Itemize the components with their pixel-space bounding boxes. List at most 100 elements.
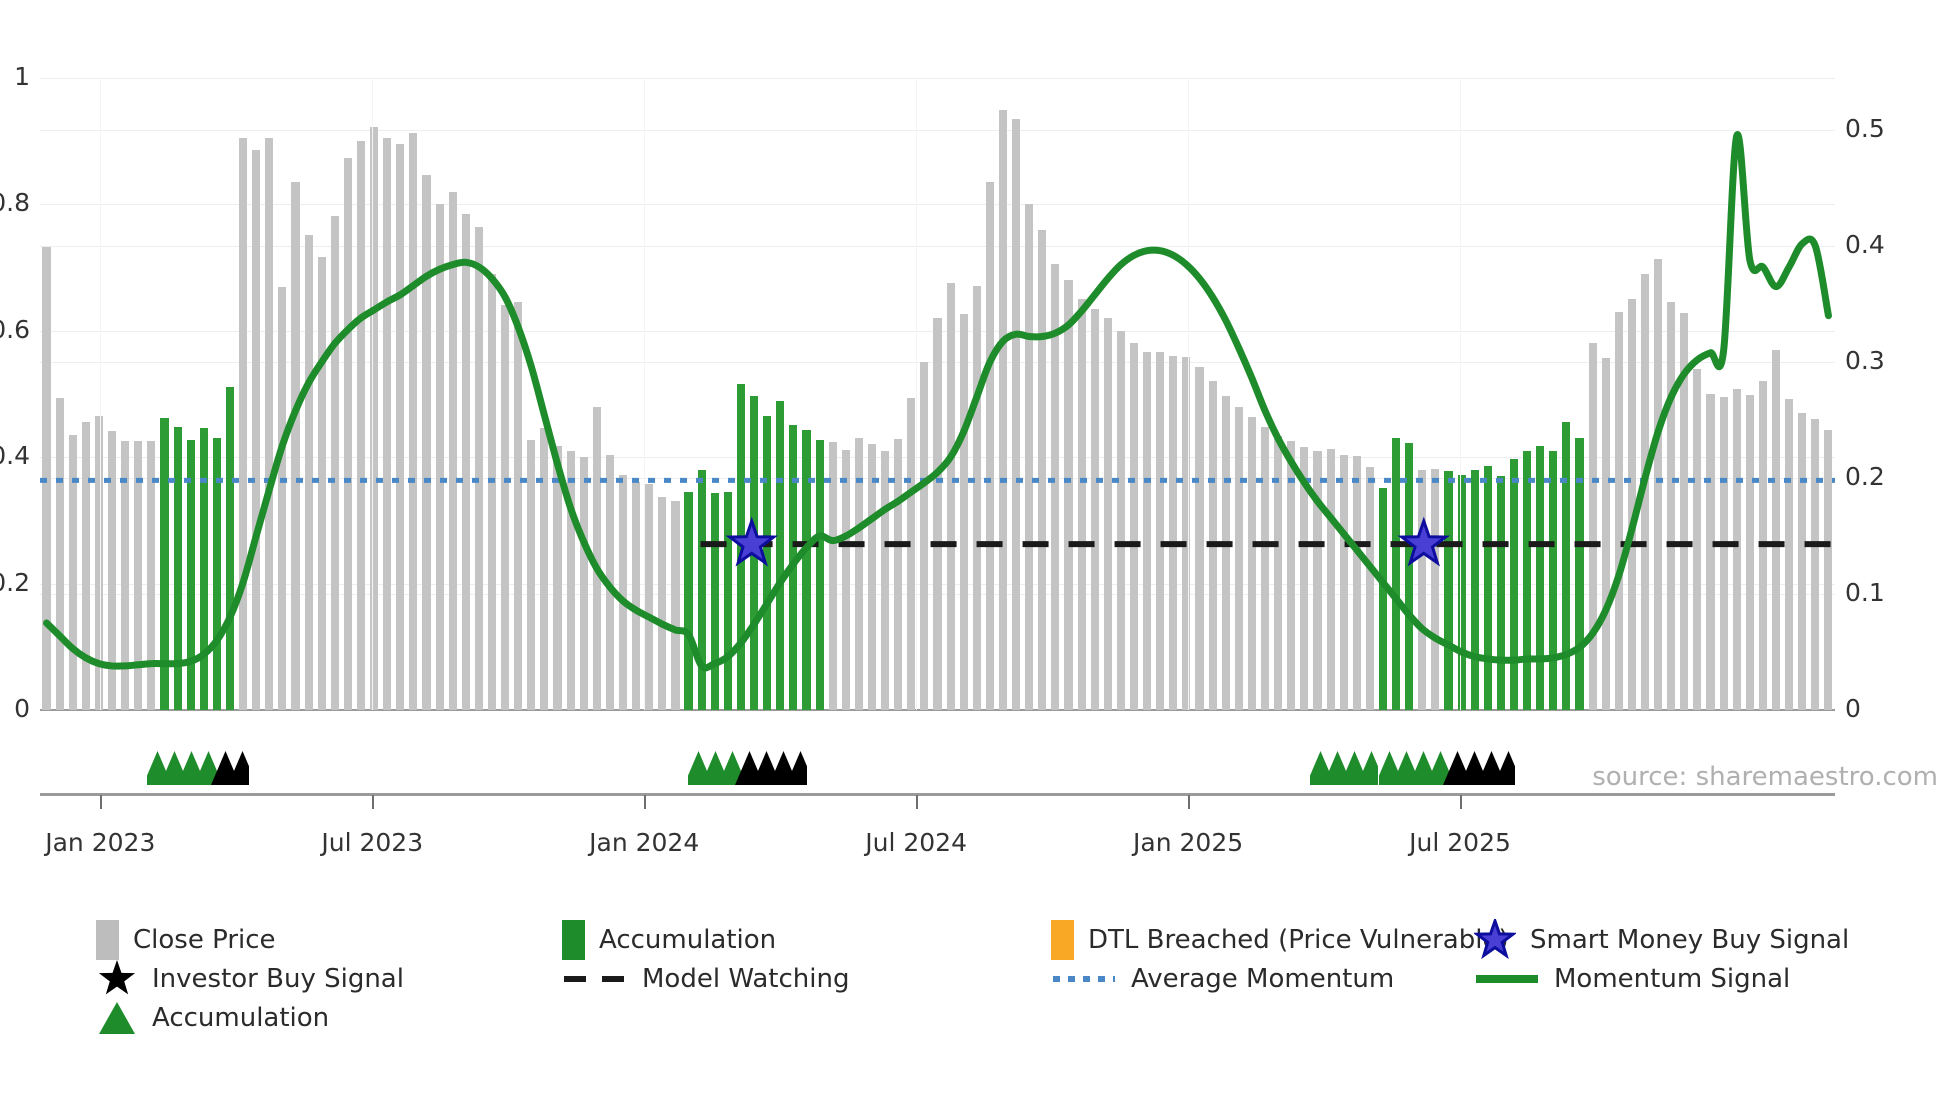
close-price-bar [330, 215, 339, 710]
legend-label: Momentum Signal [1554, 963, 1791, 994]
chart-legend: Close Price Accumulation DTL Breached (Pri… [96, 918, 1896, 1037]
close-price-bar [461, 213, 470, 710]
x-tick-mark [1188, 795, 1191, 809]
accumulation-bar [1562, 422, 1571, 710]
legend-item-accumulation-triangle[interactable]: Accumulation [96, 998, 329, 1037]
gridline-right-0.5 [40, 130, 1835, 132]
smart-money-buy-signal-star[interactable] [1397, 516, 1450, 567]
close-price-bar [435, 204, 444, 710]
legend-item-average-momentum[interactable]: Average Momentum [1051, 959, 1394, 998]
legend-item-accumulation-bar[interactable]: Accumulation [562, 919, 776, 960]
close-price-bar [1352, 455, 1361, 710]
accumulation-bar [160, 418, 169, 710]
investor-buy-star-icon [98, 959, 136, 994]
gridline-left-0.8 [40, 204, 1835, 206]
y-tick-right-0: 0 [1845, 694, 1861, 723]
legend-item-close-price[interactable]: Close Price [96, 919, 276, 960]
legend-row: Accumulation [96, 998, 1896, 1037]
x-tick-mark [1460, 795, 1463, 809]
close-price-bar [514, 302, 523, 710]
close-price-bar [1051, 263, 1060, 710]
close-price-bar [1156, 352, 1165, 710]
month-separator [100, 78, 102, 710]
plot-inner [40, 78, 1835, 711]
close-price-swatch [96, 919, 119, 960]
accumulation-bar [1575, 438, 1584, 710]
legend-label: Smart Money Buy Signal [1530, 924, 1850, 955]
accumulation-swatch [562, 919, 585, 960]
close-price-bar [94, 416, 103, 710]
legend-label: DTL Breached (Price Vulnerable) [1088, 924, 1509, 955]
legend-item-momentum-signal[interactable]: Momentum Signal [1474, 959, 1790, 998]
close-price-bar [265, 138, 274, 710]
close-price-bar [278, 287, 287, 710]
close-price-bar [1169, 356, 1178, 710]
close-price-bar [1313, 450, 1322, 710]
smart-money-buy-signal-star[interactable] [725, 516, 778, 567]
close-price-bar [1365, 466, 1374, 710]
accumulation-bar [697, 470, 706, 710]
close-price-bar [1221, 395, 1230, 710]
accumulation-triangle-cluster [684, 749, 816, 785]
close-price-bar [55, 397, 64, 710]
gridline-left-1 [40, 78, 1835, 79]
close-price-bar [985, 181, 994, 710]
x-tick-label: Jan 2025 [1133, 828, 1244, 857]
close-price-bar [1247, 417, 1256, 710]
close-price-bar [1693, 368, 1702, 710]
close-price-bar [1667, 302, 1676, 710]
close-price-bar [108, 430, 117, 710]
close-price-bar [474, 227, 483, 710]
y-tick-left-0: 0 [14, 694, 30, 723]
close-price-bar [291, 181, 300, 710]
accumulation-bar [1509, 459, 1519, 710]
legend-label: Close Price [133, 924, 276, 955]
close-price-bar [1090, 309, 1099, 710]
close-price-bar [239, 138, 248, 710]
close-price-bar [1824, 430, 1833, 710]
accumulation-triangle-cluster [1305, 749, 1386, 785]
close-price-bar [1260, 426, 1270, 710]
close-price-bar [867, 443, 877, 710]
accumulation-bar [763, 416, 772, 710]
close-price-bar [645, 484, 654, 710]
legend-item-investor-buy-signal[interactable]: Investor Buy Signal [96, 959, 404, 998]
close-price-bar [671, 500, 680, 710]
legend-label: Average Momentum [1131, 963, 1395, 994]
close-price-bar [304, 234, 313, 710]
accumulation-bar [225, 387, 235, 710]
close-price-bar [1287, 440, 1296, 710]
plot-baseline [40, 709, 1835, 711]
triangle-group [143, 751, 258, 785]
close-price-bar [946, 282, 955, 710]
legend-item-model-watching[interactable]: Model Watching [562, 959, 849, 998]
close-price-bar [448, 191, 457, 710]
close-price-bar [396, 143, 405, 710]
accumulation-bar [1523, 450, 1532, 710]
close-price-bar [356, 141, 366, 710]
close-price-bar [1732, 388, 1741, 710]
accumulation-bar [1405, 443, 1414, 710]
legend-item-smart-money-buy-signal[interactable]: Smart Money Buy Signal [1474, 918, 1850, 959]
month-separator [1460, 78, 1462, 710]
close-price-bar [1234, 406, 1243, 710]
close-price-bar [907, 397, 916, 710]
close-price-bar [252, 150, 261, 710]
y-tick-left-1: 1 [14, 62, 30, 91]
triangle-group [1375, 751, 1524, 785]
close-price-bar [1103, 318, 1112, 710]
close-price-bar [1326, 448, 1335, 710]
close-price-bar [566, 450, 575, 710]
x-tick-mark [644, 795, 647, 809]
accumulation-bar [710, 492, 719, 710]
y-tick-left-0.6: 0.6 [0, 314, 30, 344]
legend-item-dtl-breached[interactable]: DTL Breached (Price Vulnerable) [1051, 919, 1509, 960]
close-price-bar [1719, 396, 1728, 710]
accumulation-bar [684, 491, 693, 710]
close-price-bar [1614, 311, 1623, 710]
y-tick-left-0.8: 0.8 [0, 188, 30, 218]
close-price-bar [1274, 436, 1283, 710]
close-price-bar [1064, 280, 1073, 710]
y-tick-right-0.3: 0.3 [1845, 346, 1885, 376]
